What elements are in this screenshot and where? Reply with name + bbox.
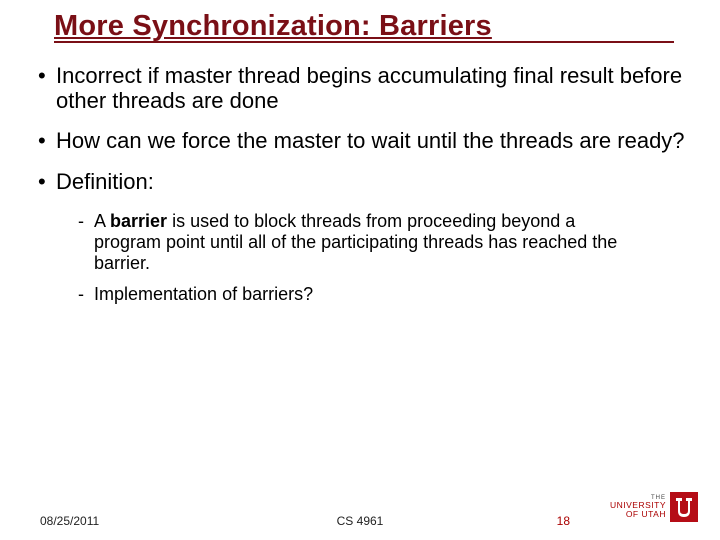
bullet-text: Definition: xyxy=(56,170,688,195)
bullet-text: A barrier is used to block threads from … xyxy=(94,211,634,275)
text-fragment: is used to block threads from proceeding… xyxy=(94,211,617,273)
bullet-text: Incorrect if master thread begins accumu… xyxy=(56,64,688,113)
footer-page-number: 18 xyxy=(557,514,570,528)
logo-line: OF UTAH xyxy=(610,510,666,519)
bullet-dot-icon: • xyxy=(38,64,56,113)
title-area: More Synchronization: Barriers xyxy=(54,10,680,51)
bullet-level1: • Incorrect if master thread begins accu… xyxy=(38,64,688,113)
bullet-text: Implementation of barriers? xyxy=(94,284,634,305)
bullet-dot-icon: • xyxy=(38,129,56,154)
bullet-dash-icon: - xyxy=(78,211,94,275)
bullet-level1: • Definition: xyxy=(38,170,688,195)
slide: More Synchronization: Barriers • Incorre… xyxy=(0,0,720,540)
logo-u-icon xyxy=(670,492,698,522)
bullet-text: How can we force the master to wait unti… xyxy=(56,129,688,154)
footer: 08/25/2011 CS 4961 18 THE UNIVERSITY OF … xyxy=(0,502,720,528)
slide-title: More Synchronization: Barriers xyxy=(54,10,680,43)
bullet-level2: - Implementation of barriers? xyxy=(78,284,688,305)
text-fragment: A xyxy=(94,211,110,231)
logo-text: THE UNIVERSITY OF UTAH xyxy=(610,495,666,519)
university-logo: THE UNIVERSITY OF UTAH xyxy=(610,492,698,522)
bullet-dot-icon: • xyxy=(38,170,56,195)
text-bold: barrier xyxy=(110,211,167,231)
bullet-dash-icon: - xyxy=(78,284,94,305)
body-content: • Incorrect if master thread begins accu… xyxy=(38,64,688,315)
bullet-level1: • How can we force the master to wait un… xyxy=(38,129,688,154)
bullet-level2: - A barrier is used to block threads fro… xyxy=(78,211,688,275)
